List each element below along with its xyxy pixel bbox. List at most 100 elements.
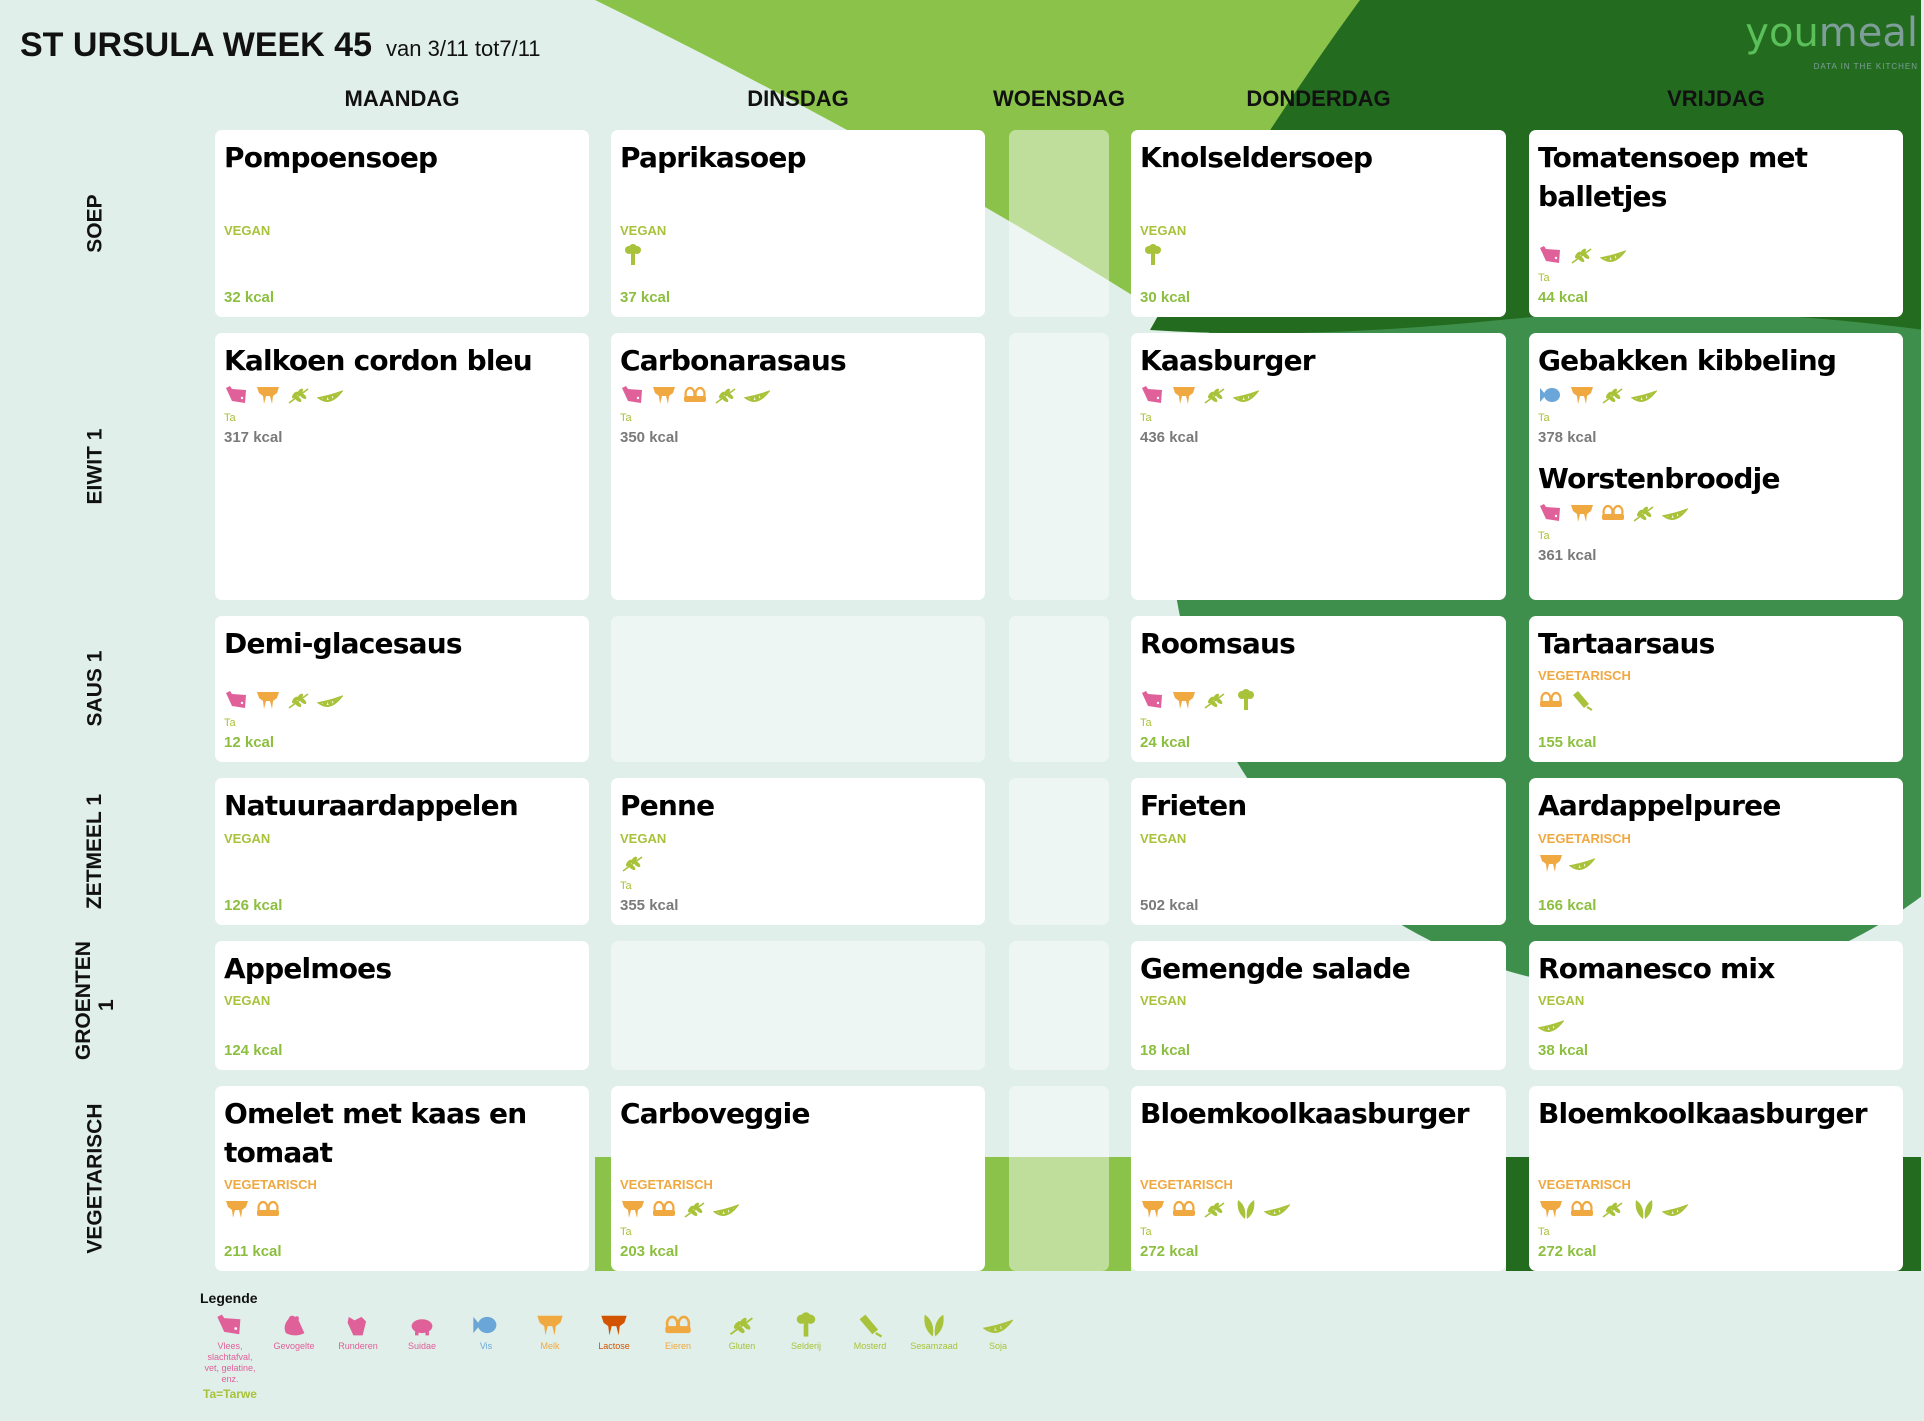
- gluten-icon: [1569, 244, 1595, 271]
- dish-item: Worstenbroodje Ta 361 kcal: [1538, 459, 1894, 567]
- menu-card[interactable]: Carbonarasaus Ta 350 kcal: [611, 333, 985, 600]
- wheat-marker: Ta: [620, 880, 632, 892]
- menu-card[interactable]: Roomsaus Ta 24 kcal: [1131, 616, 1506, 762]
- gluten-icon: [1202, 384, 1228, 411]
- allergen-icons: [224, 244, 580, 270]
- selderij-icon: [1140, 243, 1166, 271]
- eieren-icon: [651, 1198, 677, 1225]
- menu-card[interactable]: Knolseldersoep VEGAN 30 kcal: [1131, 130, 1506, 317]
- dish-item: Knolseldersoep VEGAN 30 kcal: [1140, 138, 1497, 309]
- vlees-icon: [1538, 502, 1564, 529]
- suidae-icon: [392, 1312, 452, 1338]
- wheat-marker: Ta: [1140, 1226, 1152, 1238]
- day-header-vrijdag: VRIJDAG: [1667, 86, 1765, 111]
- kcal-value: 272 kcal: [1538, 1243, 1597, 1260]
- legend-item-sesamzaad: Sesamzaad: [904, 1312, 964, 1385]
- dish-name: Roomsaus: [1140, 627, 1296, 660]
- menu-card[interactable]: Gebakken kibbeling Ta 378 kcal Worstenbro…: [1529, 333, 1903, 600]
- dish-name: Penne: [620, 789, 715, 822]
- dish-name: Tartaarsaus: [1538, 627, 1715, 660]
- legend-footnote: Ta=Tarwe: [203, 1387, 257, 1401]
- eieren-icon: [1600, 502, 1626, 529]
- menu-card[interactable]: Aardappelpuree VEGETARISCH 166 kcal: [1529, 778, 1903, 925]
- selderij-icon: [1233, 688, 1259, 716]
- diet-label: VEGAN: [620, 831, 667, 846]
- vis-icon: [1538, 384, 1564, 411]
- menu-card[interactable]: Bloemkoolkaasburger VEGETARISCH Ta 272 kca…: [1131, 1086, 1506, 1271]
- allergen-icons: [1538, 852, 1894, 878]
- dish-name: Carbonarasaus: [620, 344, 847, 377]
- dish-item: Paprikasoep VEGAN 37 kcal: [620, 138, 976, 309]
- eieren-icon: [682, 384, 708, 411]
- kcal-value: 317 kcal: [224, 429, 283, 446]
- vlees-icon: [200, 1312, 260, 1338]
- allergen-icons: [620, 243, 976, 270]
- wheat-marker: Ta: [1140, 412, 1152, 424]
- menu-card[interactable]: Tartaarsaus VEGETARISCH 155 kcal: [1529, 616, 1903, 762]
- kcal-value: 436 kcal: [1140, 429, 1199, 446]
- dish-item: Penne VEGAN Ta 355 kcal: [620, 786, 976, 917]
- kcal-value: 124 kcal: [224, 1042, 283, 1059]
- menu-card[interactable]: Natuuraardappelen VEGAN 126 kcal: [215, 778, 589, 925]
- wheat-marker: Ta: [1538, 272, 1550, 284]
- menu-card[interactable]: Demi-glacesaus Ta 12 kcal: [215, 616, 589, 762]
- dish-name: Carboveggie: [620, 1097, 810, 1130]
- dish-item: Demi-glacesaus Ta 12 kcal: [224, 624, 580, 754]
- soja-icon: [1537, 1014, 1565, 1041]
- dish-name: Tomatensoep met balletjes: [1538, 141, 1808, 213]
- melk-icon: [1538, 1198, 1564, 1225]
- menu-card[interactable]: Pompoensoep VEGAN 32 kcal: [215, 130, 589, 317]
- gevogelte-icon: [264, 1312, 324, 1338]
- menu-card[interactable]: Carboveggie VEGETARISCH Ta 203 kcal: [611, 1086, 985, 1271]
- menu-card[interactable]: Gemengde salade VEGAN 18 kcal: [1131, 941, 1506, 1070]
- menu-card[interactable]: Penne VEGAN Ta 355 kcal: [611, 778, 985, 925]
- menu-card[interactable]: Kalkoen cordon bleu Ta 317 kcal: [215, 333, 589, 600]
- dish-name: Bloemkoolkaasburger: [1140, 1097, 1470, 1130]
- dish-item: Tartaarsaus VEGETARISCH 155 kcal: [1538, 624, 1894, 754]
- menu-card[interactable]: Tomatensoep met balletjes Ta 44 kcal: [1529, 130, 1903, 317]
- menu-card[interactable]: Appelmoes VEGAN 124 kcal: [215, 941, 589, 1070]
- melk-icon: [224, 1198, 250, 1225]
- menu-card[interactable]: Romanesco mix VEGAN 38 kcal: [1529, 941, 1903, 1070]
- sesamzaad-icon: [1631, 1198, 1657, 1225]
- legend-item-suidae: Suidae: [392, 1312, 452, 1385]
- wheat-marker: [1140, 878, 1497, 895]
- diet-label: VEGAN: [1140, 831, 1187, 846]
- allergen-icons: [1140, 1198, 1497, 1224]
- allergen-icons: [1538, 1198, 1894, 1224]
- menu-card[interactable]: Paprikasoep VEGAN 37 kcal: [611, 130, 985, 317]
- legend-label: Sesamzaad: [910, 1341, 958, 1351]
- legend-item-lactose: Lactose: [584, 1312, 644, 1385]
- soja-icon: [968, 1312, 1028, 1338]
- dish-item: Roomsaus Ta 24 kcal: [1140, 624, 1497, 754]
- legend-label: Runderen: [338, 1341, 378, 1351]
- dish-name: Paprikasoep: [620, 141, 807, 174]
- menu-card[interactable]: Bloemkoolkaasburger VEGETARISCH Ta 272 kca…: [1529, 1086, 1903, 1271]
- vlees-icon: [1140, 384, 1166, 411]
- kcal-value: 502 kcal: [1140, 897, 1199, 914]
- allergen-icons: [1538, 689, 1894, 715]
- allergen-icons: [224, 1014, 580, 1040]
- menu-card[interactable]: Omelet met kaas en tomaat VEGETARISCH 211…: [215, 1086, 589, 1271]
- diet-label: VEGETARISCH: [1538, 1177, 1631, 1192]
- menu-card[interactable]: Frieten VEGAN 502 kcal: [1131, 778, 1506, 925]
- diet-label: VEGAN: [1538, 993, 1585, 1008]
- allergen-icons: [224, 384, 580, 410]
- diet-label: VEGETARISCH: [224, 1177, 317, 1192]
- menu-card[interactable]: Kaasburger Ta 436 kcal: [1131, 333, 1506, 600]
- diet-label: VEGETARISCH: [1538, 831, 1631, 846]
- allergen-icons: [224, 1198, 580, 1224]
- runderen-icon: [328, 1312, 388, 1338]
- empty-cell: [611, 616, 985, 762]
- diet-label: VEGAN: [1140, 993, 1187, 1008]
- melk-icon: [1569, 384, 1595, 411]
- wheat-marker: Ta: [1538, 530, 1550, 542]
- melk-icon: [255, 384, 281, 411]
- gluten-icon: [1631, 502, 1657, 529]
- allergen-icons: [1140, 243, 1497, 271]
- vlees-icon: [1538, 244, 1564, 271]
- day-header-dinsdag: DINSDAG: [747, 86, 849, 111]
- diet-label: VEGAN: [224, 223, 271, 238]
- empty-cell: [611, 941, 985, 1070]
- legend-item-melk: Melk: [520, 1312, 580, 1385]
